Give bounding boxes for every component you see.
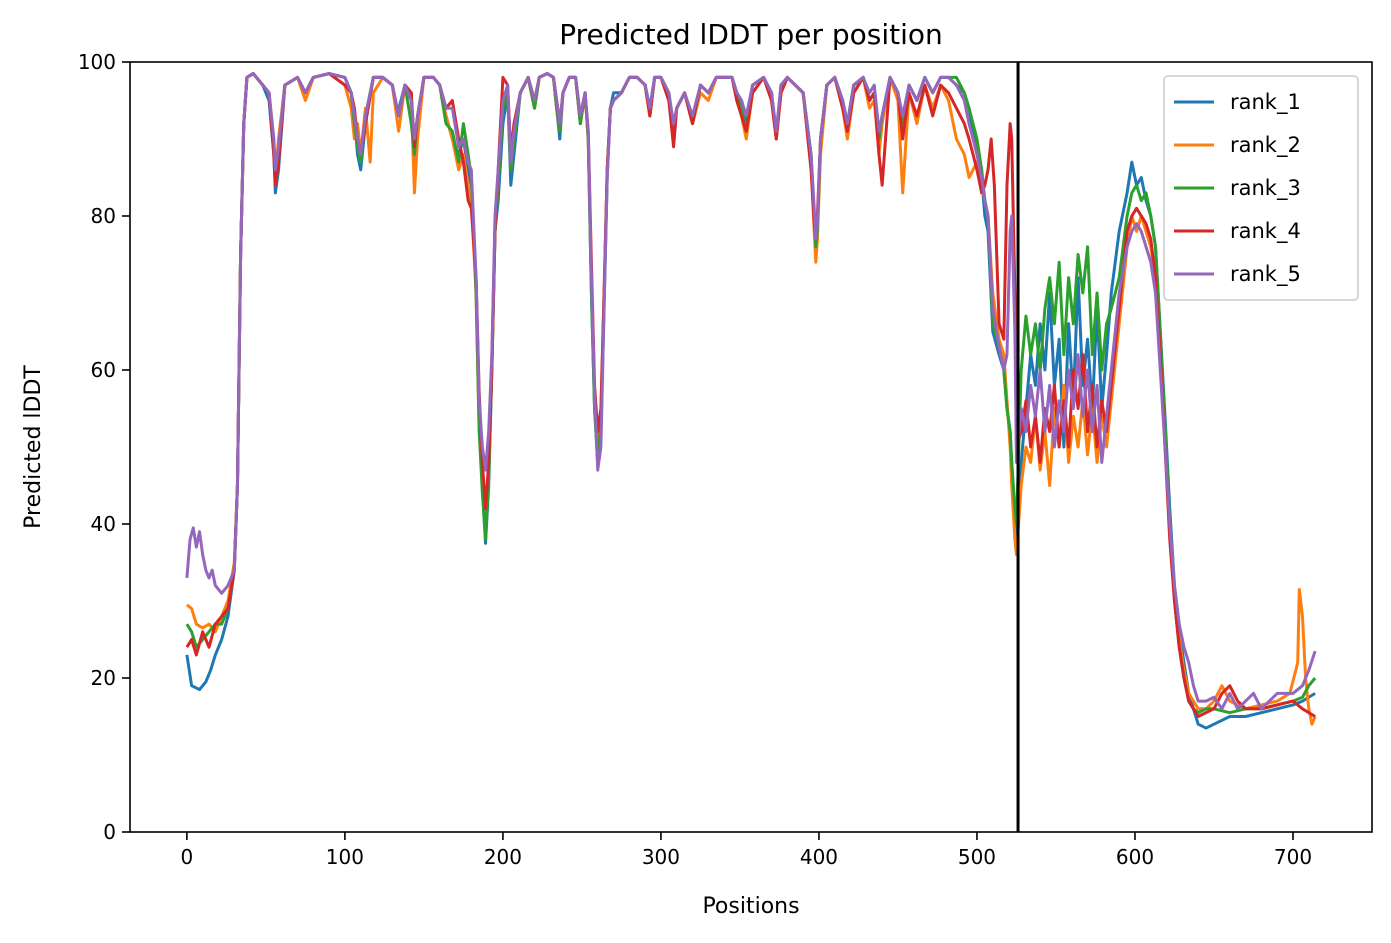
x-axis-label: Positions bbox=[702, 894, 799, 919]
x-tick-label: 400 bbox=[800, 845, 838, 869]
legend-box bbox=[1163, 75, 1359, 301]
series-line bbox=[185, 72, 1317, 711]
y-tick-label: 40 bbox=[91, 512, 116, 536]
x-tick-label: 200 bbox=[484, 845, 522, 869]
series-line bbox=[185, 72, 1316, 730]
legend-label: rank_2 bbox=[1230, 133, 1301, 158]
y-tick-label: 60 bbox=[91, 358, 116, 382]
legend-label: rank_4 bbox=[1230, 219, 1301, 244]
y-tick-label: 80 bbox=[91, 204, 116, 228]
series-line bbox=[185, 72, 1316, 718]
chart-title: Predicted lDDT per position bbox=[559, 18, 943, 51]
axis-ticks: 0 100 200 300 400 500 600 700 0 20 40 60 80 100 bbox=[78, 50, 1373, 869]
legend: rank_1 rank_2 rank_3 rank_4 rank_5 bbox=[1163, 75, 1359, 301]
series-line bbox=[185, 72, 1317, 715]
x-tick-label: 100 bbox=[326, 845, 364, 869]
y-tick-label: 100 bbox=[78, 50, 116, 74]
y-axis-label: Predicted lDDT bbox=[21, 365, 46, 529]
y-tick-label: 0 bbox=[103, 820, 116, 844]
x-tick-label: 0 bbox=[181, 845, 194, 869]
legend-label: rank_5 bbox=[1230, 262, 1301, 287]
x-tick-label: 700 bbox=[1274, 845, 1312, 869]
legend-label: rank_3 bbox=[1230, 176, 1301, 201]
series-line bbox=[185, 72, 1317, 726]
x-tick-label: 500 bbox=[958, 845, 996, 869]
y-tick-label: 20 bbox=[91, 666, 116, 690]
x-tick-label: 300 bbox=[642, 845, 680, 869]
plot-area bbox=[185, 62, 1317, 832]
plot-frame bbox=[129, 61, 1373, 833]
x-tick-label: 600 bbox=[1116, 845, 1154, 869]
legend-label: rank_1 bbox=[1230, 90, 1301, 115]
